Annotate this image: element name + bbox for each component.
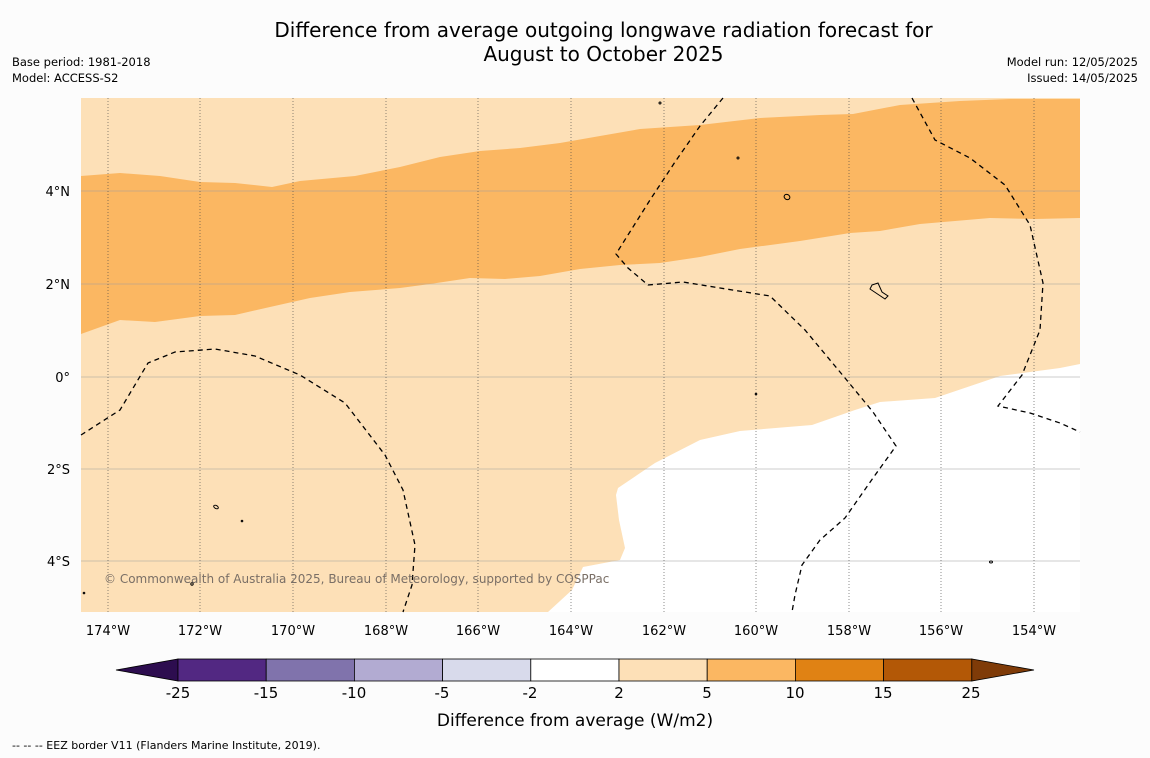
island-outlines: [82, 101, 993, 595]
island: [658, 101, 662, 105]
colorbar-title: Difference from average (W/m2): [437, 711, 713, 731]
colorbar-segment: [442, 658, 532, 682]
island: [82, 591, 86, 595]
colorbar-tick: -15: [254, 684, 279, 702]
lon-label: 168°W: [364, 624, 408, 639]
colorbar-tick: 10: [785, 684, 804, 702]
lon-label: 154°W: [1012, 624, 1056, 639]
colorbar: [115, 658, 1035, 682]
meta-right: Model run: 12/05/2025 Issued: 14/05/2025: [1007, 54, 1138, 86]
chart-title: Difference from average outgoing longwav…: [0, 18, 1150, 66]
colorbar-segment: [706, 658, 796, 682]
eez-border-center: [615, 97, 897, 613]
lon-label: 170°W: [271, 624, 315, 639]
latitude-gridlines: [81, 190, 1080, 562]
colorbar-tick: 15: [873, 684, 892, 702]
title-line-2: August to October 2025: [483, 42, 724, 66]
lat-label: 0°: [55, 371, 70, 386]
lat-labels: 4°N 2°N 0° 2°S 4°S: [46, 185, 71, 570]
island: [240, 519, 244, 523]
lat-label: 2°N: [46, 278, 71, 293]
copyright-text: © Commonwealth of Australia 2025, Bureau…: [104, 572, 610, 586]
colorbar-segment: [177, 658, 267, 682]
colorbar-segment: [618, 658, 708, 682]
eez-legend-text: -- -- -- EEZ border V11 (Flanders Marine…: [12, 739, 321, 752]
colorbar-tick: 5: [702, 684, 712, 702]
eez-borders: [80, 97, 1081, 613]
colorbar-extend-low: [115, 658, 179, 682]
island: [736, 156, 740, 160]
lon-label: 166°W: [456, 624, 500, 639]
island: [869, 282, 889, 300]
meta-left: Base period: 1981-2018 Model: ACCESS-S2: [12, 54, 151, 86]
lat-label: 4°S: [47, 555, 70, 570]
colorbar-segment: [265, 658, 355, 682]
base-period-text: Base period: 1981-2018: [12, 55, 151, 69]
colorbar-tick: -10: [342, 684, 367, 702]
colorbar-tick: -25: [166, 684, 191, 702]
island: [754, 392, 758, 396]
island: [783, 193, 791, 201]
lon-label: 160°W: [734, 624, 778, 639]
colorbar-tick: 2: [614, 684, 624, 702]
lon-labels: 174°W 172°W 170°W 168°W 166°W 164°W 162°…: [86, 624, 1056, 639]
lat-label: 4°N: [46, 185, 71, 200]
model-run-text: Model run: 12/05/2025: [1006, 55, 1138, 69]
title-line-1: Difference from average outgoing longwav…: [274, 18, 933, 42]
colorbar-tick-labels: -25 -15 -10 -5 -2 2 5 10 15 25: [166, 684, 981, 702]
lon-label: 172°W: [178, 624, 222, 639]
colorbar-segment: [883, 658, 973, 682]
colorbar-tick: -2: [523, 684, 538, 702]
colorbar-segment: [795, 658, 885, 682]
issued-text: Issued: 14/05/2025: [1027, 71, 1138, 85]
eez-border-left: [80, 348, 416, 613]
lon-label: 156°W: [919, 624, 963, 639]
model-text: Model: ACCESS-S2: [12, 71, 119, 85]
lon-label: 158°W: [827, 624, 871, 639]
eez-border-right: [911, 97, 1081, 433]
lon-label: 174°W: [86, 624, 130, 639]
lon-label: 162°W: [642, 624, 686, 639]
colorbar-segment: [353, 658, 443, 682]
island: [213, 504, 219, 510]
colorbar-segment: [530, 658, 620, 682]
colorbar-extend-high: [971, 658, 1035, 682]
colorbar-tick: -5: [435, 684, 450, 702]
anomaly-band-5-10: [81, 99, 1080, 334]
lon-label: 164°W: [549, 624, 593, 639]
island: [989, 560, 993, 564]
lat-label: 2°S: [47, 463, 70, 478]
island: [190, 582, 194, 586]
colorbar-tick: 25: [961, 684, 980, 702]
